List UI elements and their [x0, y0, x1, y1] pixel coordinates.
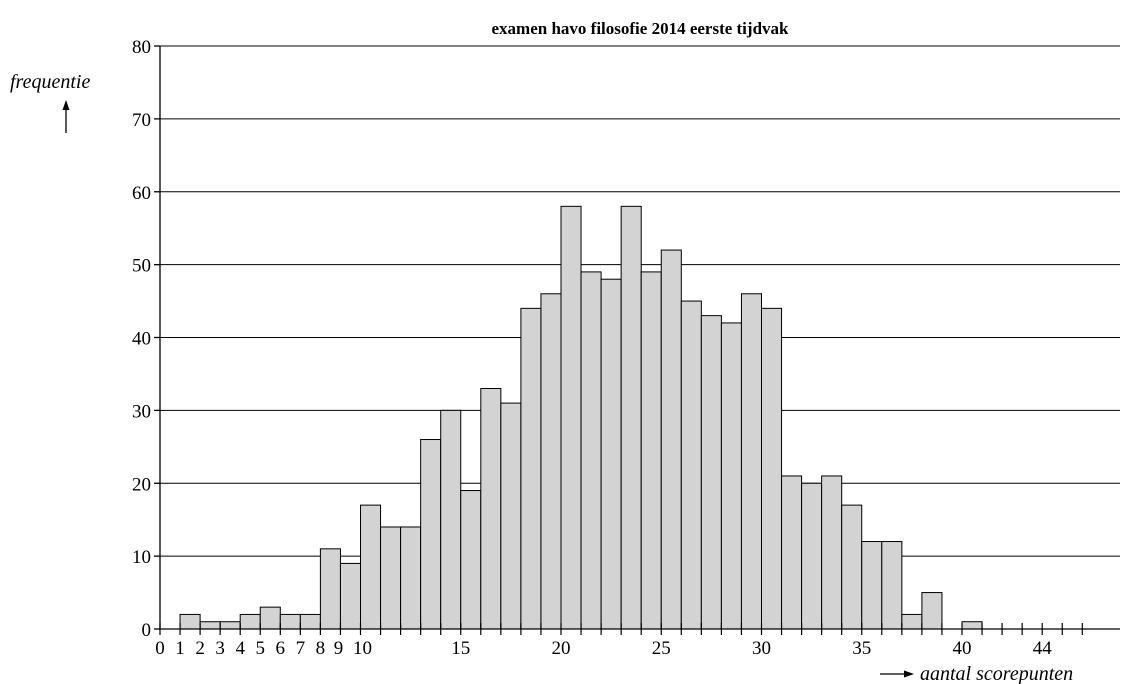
x-tick-label: 6: [276, 638, 286, 659]
axes: [154, 45, 1120, 635]
bar: [620, 205, 642, 630]
bar: [440, 409, 462, 630]
bar: [460, 490, 482, 630]
bar: [380, 526, 402, 630]
x-tick-label: 7: [296, 638, 306, 659]
bar: [700, 315, 722, 630]
x-tick-label: 4: [235, 638, 245, 659]
bar: [420, 439, 442, 630]
x-tick-label: 15: [451, 638, 470, 659]
bar: [239, 613, 261, 630]
y-tick-label: 20: [132, 474, 151, 495]
bar: [921, 592, 943, 630]
bar: [360, 504, 382, 630]
bars: [179, 205, 983, 630]
bar: [520, 307, 542, 630]
bar: [259, 606, 281, 630]
x-tick-label: 0: [155, 638, 165, 659]
x-tick-label: 20: [552, 638, 571, 659]
bar: [640, 271, 662, 630]
bar: [901, 613, 923, 630]
bar: [480, 388, 502, 630]
bar: [299, 613, 321, 630]
bar: [821, 475, 843, 630]
y-tick-label: 80: [132, 37, 151, 58]
bar: [861, 541, 883, 630]
bar: [801, 482, 823, 630]
x-tick-label: 40: [953, 638, 972, 659]
x-tick-label: 2: [195, 638, 205, 659]
bar: [680, 300, 702, 630]
x-tick-label: 25: [652, 638, 671, 659]
bar: [881, 541, 903, 630]
y-axis-label: frequentie: [10, 71, 90, 93]
y-tick-labels: 0 10 20 30 40 50 60 70 80: [132, 37, 151, 641]
x-tick-labels: 0 1 2 3 4 5 6 7 8 9 10 15 20 25 30 35 40 44: [155, 638, 1052, 659]
bar: [279, 613, 301, 630]
bar: [781, 475, 803, 630]
x-axis-arrow: [880, 670, 914, 678]
x-axis-label: aantal scorepunten: [920, 663, 1073, 684]
bar: [219, 621, 241, 630]
y-tick-label: 10: [132, 547, 151, 568]
bar: [961, 621, 983, 630]
x-tick-label: 3: [215, 638, 225, 659]
x-tick-label: 35: [852, 638, 871, 659]
x-tick-label: 8: [316, 638, 326, 659]
y-tick-label: 40: [132, 329, 151, 350]
bar: [319, 548, 341, 630]
bar: [720, 322, 742, 630]
x-tick-label: 10: [353, 638, 372, 659]
y-tick-label: 50: [132, 256, 151, 277]
y-tick-label: 0: [142, 620, 152, 641]
bar: [540, 293, 562, 630]
x-tick-label: 30: [752, 638, 771, 659]
y-tick-label: 70: [132, 110, 151, 131]
bar: [580, 271, 602, 630]
bar: [660, 249, 682, 630]
bar: [199, 621, 221, 630]
bar: [560, 205, 582, 630]
bar: [500, 402, 522, 630]
chart-title: examen havo filosofie 2014 eerste tijdva…: [492, 19, 790, 38]
bar: [761, 307, 783, 630]
x-tick-label: 9: [334, 638, 344, 659]
y-axis-arrow: [62, 100, 70, 133]
bar: [339, 562, 362, 630]
bar: [400, 526, 422, 630]
y-tick-label: 60: [132, 183, 151, 204]
bar: [600, 278, 622, 630]
x-tick-label: 5: [256, 638, 266, 659]
bar: [841, 504, 863, 630]
y-tick-label: 30: [132, 401, 151, 422]
bar: [179, 613, 201, 630]
x-tick-label: 44: [1033, 638, 1053, 659]
x-tick-label: 1: [175, 638, 185, 659]
bar: [740, 293, 763, 630]
